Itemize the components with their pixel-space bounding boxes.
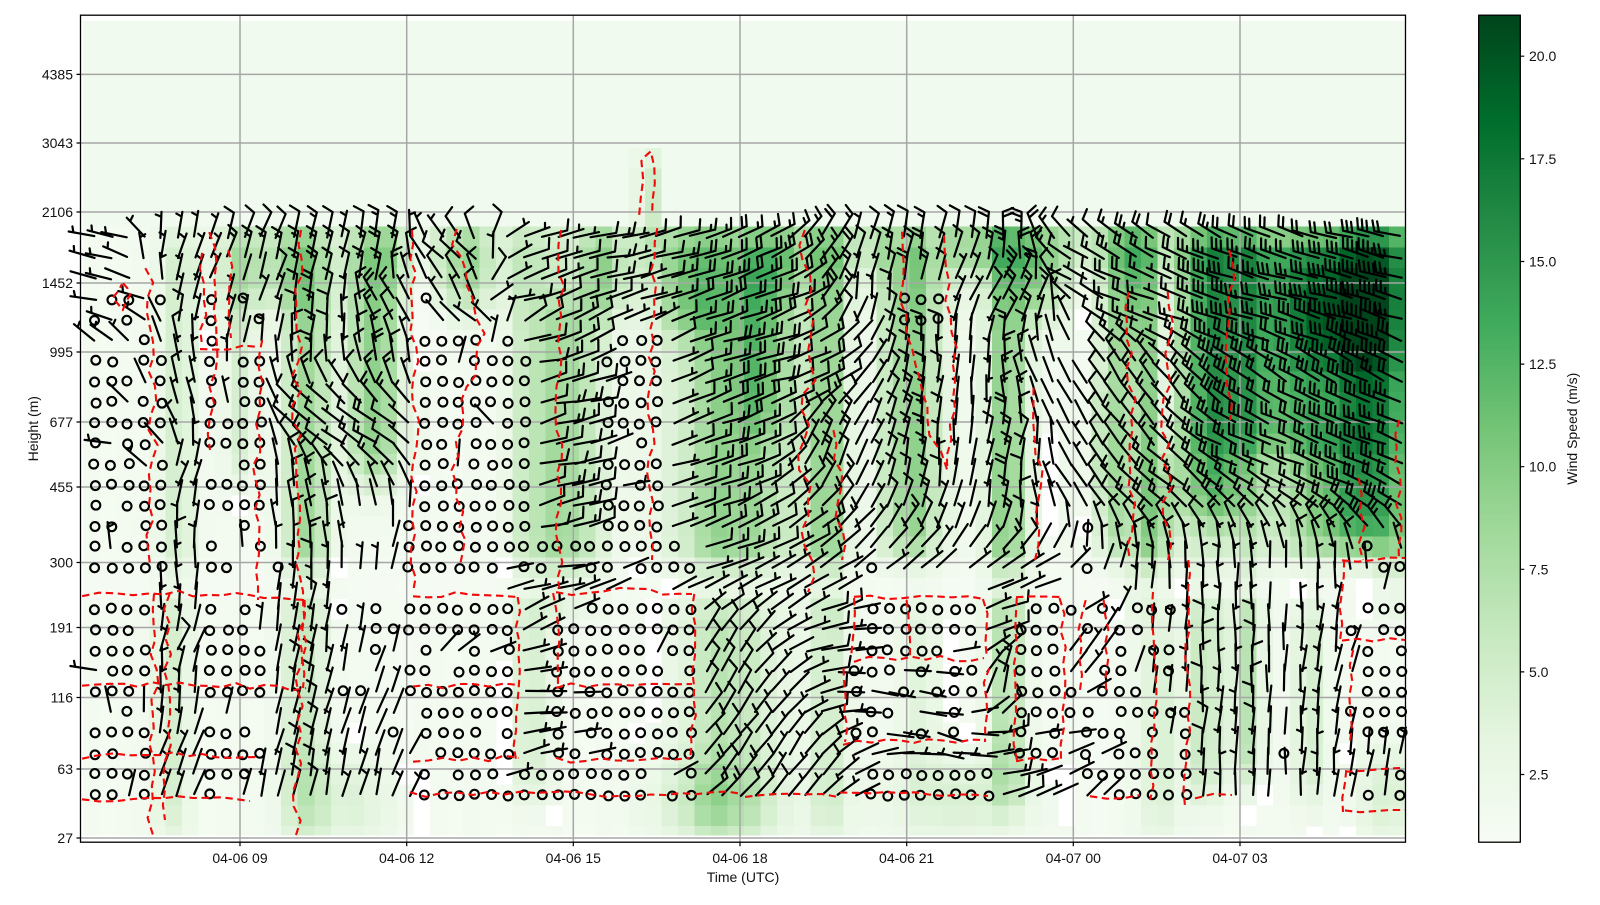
svg-text:04-06 15: 04-06 15 [546,850,601,866]
svg-text:3043: 3043 [42,135,73,151]
svg-text:Height (m): Height (m) [25,396,41,461]
svg-text:04-06 21: 04-06 21 [879,850,934,866]
svg-text:191: 191 [50,620,74,636]
svg-text:Time (UTC): Time (UTC) [707,869,780,885]
svg-text:7.5: 7.5 [1529,561,1549,577]
svg-text:27: 27 [57,830,73,846]
svg-text:04-07 00: 04-07 00 [1046,850,1101,866]
svg-text:04-06 12: 04-06 12 [379,850,434,866]
svg-text:15.0: 15.0 [1529,254,1556,270]
svg-text:1452: 1452 [42,275,73,291]
svg-text:2106: 2106 [42,204,73,220]
svg-text:2.5: 2.5 [1529,767,1549,783]
svg-text:677: 677 [50,414,74,430]
svg-text:5.0: 5.0 [1529,664,1549,680]
svg-text:10.0: 10.0 [1529,459,1556,475]
svg-text:Wind Speed (m/s): Wind Speed (m/s) [1564,373,1580,485]
svg-text:20.0: 20.0 [1529,48,1556,64]
svg-text:17.5: 17.5 [1529,151,1556,167]
svg-text:455: 455 [50,479,74,495]
svg-text:300: 300 [50,555,74,571]
svg-text:995: 995 [50,344,74,360]
svg-text:04-06 18: 04-06 18 [712,850,767,866]
svg-text:04-06 09: 04-06 09 [212,850,267,866]
svg-text:4385: 4385 [42,66,73,82]
svg-text:04-07 03: 04-07 03 [1212,850,1267,866]
svg-text:116: 116 [51,690,74,706]
svg-text:63: 63 [57,761,73,777]
svg-text:12.5: 12.5 [1529,356,1556,372]
